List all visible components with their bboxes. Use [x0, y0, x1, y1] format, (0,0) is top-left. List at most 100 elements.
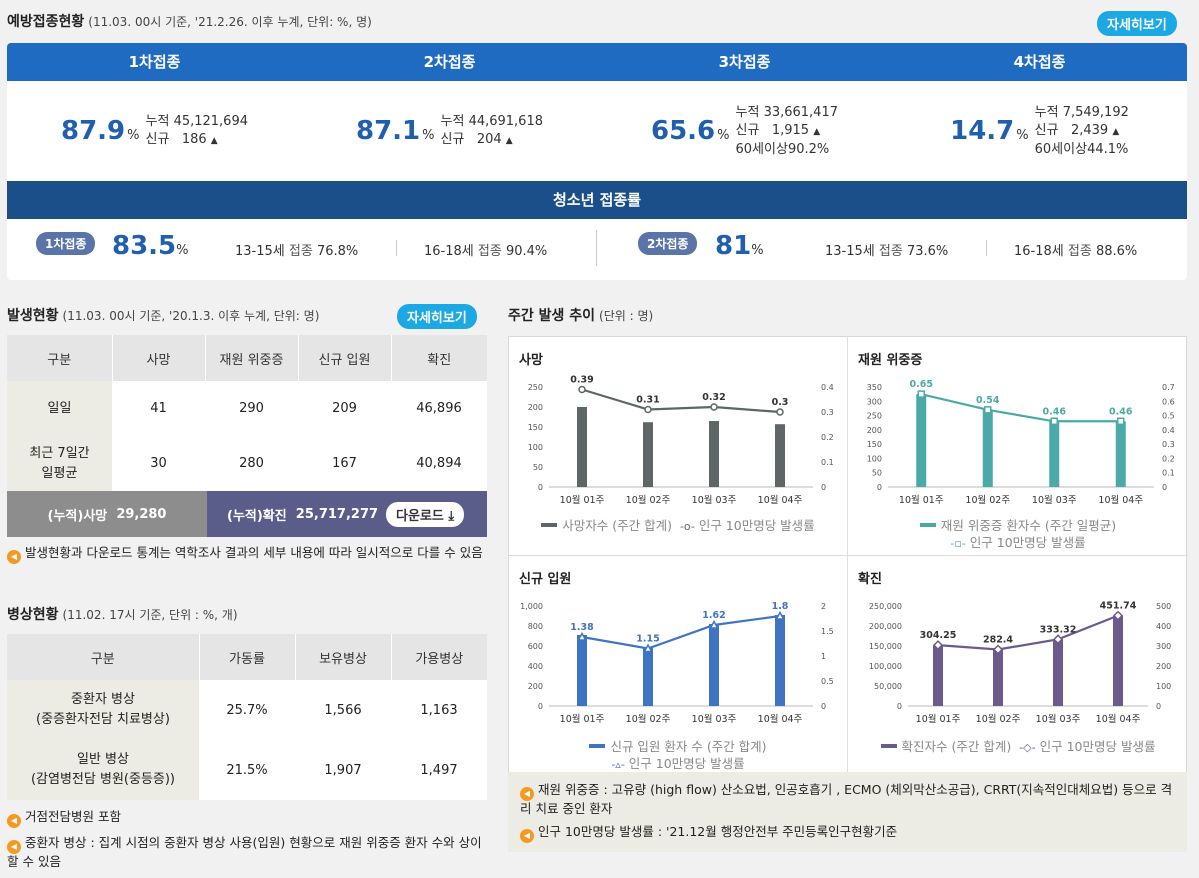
- chart-title: 신규 입원: [519, 572, 572, 587]
- y2-tick-label: 100: [1156, 682, 1171, 691]
- occurrence-detail-button[interactable]: 자세히보기: [397, 304, 477, 329]
- dose-rate: 87.9%: [60, 116, 140, 146]
- legend-line-swatch: -o-: [679, 520, 695, 533]
- divider: [596, 230, 597, 266]
- legend-line: -◇- 인구 10만명당 발생률: [1019, 739, 1156, 754]
- youth-first-g1: 13-15세 접종 76.8%: [235, 244, 359, 259]
- y2-tick-label: 0.5: [821, 677, 834, 686]
- chart-legend: 신규 입원 환자 수 (주간 합계) -▵- 인구 10만명당 발생률: [509, 738, 847, 773]
- line-point: [710, 403, 718, 411]
- x-tick-label: 10월 02주: [626, 494, 671, 506]
- dose-header-2: 2차접종: [423, 53, 476, 71]
- bar: [1053, 639, 1063, 706]
- legend-bar: 재원 위중증 환자수 (주간 일평균): [919, 518, 1116, 533]
- beds-table: 구분 가동률 보유병상 가용병상 중환자 병상 (중증환자전담 치료병상) 25.7% 1…: [7, 634, 487, 800]
- x-tick-label: 10월 03주: [692, 713, 737, 725]
- vaccine-title: 예방접종현황 (11.03. 00시 기준, '21.2.26. 이후 누계, 단…: [7, 14, 372, 30]
- x-tick-label: 10월 02주: [965, 494, 1010, 506]
- beds-title: 병상현황 (11.02. 17시 기준, 단위 : %, 개): [7, 607, 238, 623]
- line-point: [1050, 417, 1058, 426]
- y2-tick-label: 0.4: [1162, 426, 1175, 435]
- vaccine-panel: 1차접종 2차접종 3차접종 4차접종 87.9% 누적 45,121,694 신규 18…: [7, 43, 1187, 280]
- x-tick-label: 10월 04주: [758, 713, 803, 725]
- x-tick-label: 10월 01주: [560, 713, 605, 725]
- legend-line-swatch: -◇-: [1019, 741, 1036, 754]
- y2-tick-label: 0.2: [821, 433, 834, 442]
- weekly-note-2: ◀ 인구 10만명당 발생률 : '21.12월 행정안전부 주민등록인구현황기준: [520, 824, 1175, 843]
- line-point: [917, 390, 925, 398]
- y-tick-label: 0: [877, 483, 882, 492]
- dose-new: 신규 1,915 ▲: [735, 122, 821, 138]
- weekly-title: 주간 발생 추이 (단위 : 명): [508, 308, 654, 324]
- divider: [986, 240, 987, 256]
- table-cell: 40,894: [416, 456, 462, 471]
- row-label: 중환자 병상 (중증환자전담 치료병상): [7, 680, 199, 740]
- dose-cell-2: 87.1% 누적 44,691,618 신규 204 ▲: [302, 81, 597, 181]
- occurrence-table: 구분 사망 재원 위중증 신규 입원 확진 일일 41 290 209 46,896 최근 7일간…: [7, 335, 487, 491]
- speaker-icon: ◀: [520, 829, 534, 843]
- dose-new: 신규 204 ▲: [440, 131, 513, 147]
- table-row: 최근 7일간 일평균 30 280 167 40,894: [7, 436, 487, 491]
- data-label: 333.32: [1040, 624, 1077, 635]
- data-label: 1.15: [636, 634, 659, 645]
- line-point: [643, 643, 653, 653]
- y-tick-label: 250: [867, 412, 882, 421]
- x-tick-label: 10월 01주: [560, 494, 605, 506]
- dose-cumulative: 누적 7,549,192: [1034, 104, 1129, 120]
- up-arrow-icon: ▲: [813, 126, 821, 137]
- table-cell: 1,163: [420, 702, 458, 718]
- y2-tick-label: 500: [1156, 602, 1171, 611]
- data-label: 282.4: [983, 635, 1013, 646]
- x-tick-label: 10월 02주: [626, 713, 671, 725]
- bar: [775, 615, 785, 706]
- y-tick-label: 1,000: [520, 602, 543, 611]
- speaker-icon: ◀: [7, 550, 21, 564]
- bar: [709, 624, 719, 706]
- legend-bar: 신규 입원 환자 수 (주간 합계): [589, 739, 767, 754]
- cumulative-confirmed: (누적)확진 25,717,277 다운로드 ⤓: [207, 491, 487, 537]
- dose-cell-4: 14.7% 누적 7,549,192 신규 2,439 ▲ 60세이상44.1%: [892, 81, 1187, 181]
- bar: [1049, 421, 1060, 487]
- chart-svg: 0 50 100 150 200 250 300 350 0 0.1 0.2 0.3 0.4 0.5 0.6…: [867, 379, 1175, 506]
- y-tick-label: 350: [867, 383, 882, 392]
- vaccine-detail-button[interactable]: 자세히보기: [1097, 11, 1177, 36]
- y-tick-label: 150,000: [869, 642, 902, 651]
- bar: [643, 647, 653, 706]
- bar: [933, 645, 943, 706]
- y2-tick-label: 0: [1162, 483, 1167, 492]
- y2-tick-label: 0: [821, 483, 826, 492]
- youth-first-rate: 83.5%: [112, 231, 189, 261]
- bar: [993, 649, 1003, 706]
- y-tick-label: 250,000: [869, 602, 902, 611]
- occurrence-note: ◀ 발생현황과 다운로드 통계는 역학조사 결과의 세부 내용에 따라 일시적으로…: [7, 545, 487, 564]
- bar: [643, 422, 653, 487]
- y-tick-label: 0: [538, 702, 543, 711]
- line-point: [1117, 417, 1125, 426]
- dose-cumulative: 누적 33,661,417: [735, 104, 839, 120]
- table-cell: 21.5%: [226, 762, 268, 778]
- table-cell: 280: [239, 456, 264, 471]
- up-arrow-icon: ▲: [1112, 126, 1120, 137]
- dose-details: 누적 33,661,417 신규 1,915 ▲ 60세이상90.2%: [736, 104, 839, 159]
- chart-svg: 0 50,000 100,000 150,000 200,000 250,000 0 100 2…: [869, 601, 1171, 725]
- bar: [577, 407, 587, 487]
- download-icon: ⤓: [448, 508, 455, 524]
- data-label: 0.39: [570, 375, 593, 386]
- dose-rate: 87.1%: [355, 116, 435, 146]
- line-point: [577, 631, 587, 641]
- x-tick-label: 10월 03주: [1032, 494, 1077, 506]
- youth-second-g1: 13-15세 접종 73.6%: [825, 244, 949, 259]
- legend-line-swatch: -▫-: [950, 537, 966, 550]
- y-tick-label: 100: [528, 443, 543, 452]
- y2-tick-label: 0.4: [821, 383, 834, 392]
- column-header: 보유병상: [294, 634, 391, 680]
- y2-tick-label: 1.5: [821, 627, 834, 636]
- y-tick-label: 250: [528, 383, 543, 392]
- download-button[interactable]: 다운로드 ⤓: [386, 501, 465, 527]
- series-line: [581, 388, 781, 414]
- table-cell: 290: [239, 401, 264, 416]
- y-tick-label: 0: [538, 483, 543, 492]
- youth-row: 1차접종 83.5% 13-15세 접종 76.8% 16-18세 접종 90.…: [7, 219, 1187, 279]
- column-header: 사망: [111, 335, 205, 381]
- data-label: 0.46: [1043, 406, 1067, 417]
